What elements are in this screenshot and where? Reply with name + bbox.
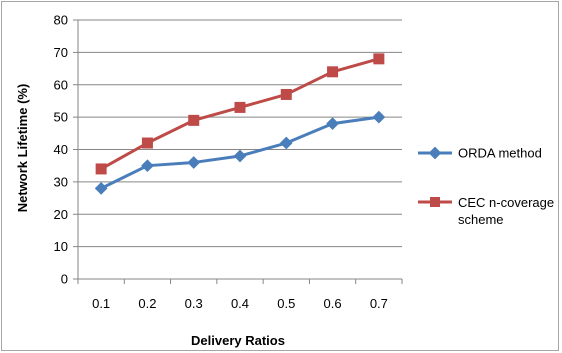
x-tick-label: 0.1 <box>92 296 110 311</box>
y-tick-label: 40 <box>54 142 68 157</box>
legend-item-cec: CEC n-coverage scheme <box>418 195 558 227</box>
legend-label-orda: ORDA method <box>458 146 542 161</box>
data-point <box>95 163 107 175</box>
data-point <box>373 53 385 65</box>
y-tick-label: 10 <box>54 239 68 254</box>
legend-marker-orda <box>428 146 442 160</box>
legend-item-orda: ORDA method <box>418 146 542 161</box>
data-point <box>187 156 201 169</box>
legend-label-cec-line-1: CEC n-coverage <box>458 195 554 210</box>
y-tick-label: 50 <box>54 110 68 125</box>
data-point <box>372 110 386 124</box>
y-tick-label: 30 <box>54 174 68 189</box>
data-point <box>326 117 339 130</box>
axes <box>77 20 402 280</box>
series-0 <box>94 110 386 195</box>
data-point <box>234 101 246 113</box>
series-layer <box>94 53 386 195</box>
x-axis-title: Delivery Ratios <box>191 333 285 348</box>
data-point <box>327 66 339 78</box>
x-tick-label: 0.2 <box>138 296 156 311</box>
data-point <box>233 149 247 163</box>
legend: ORDA method CEC n-coverage scheme <box>418 146 558 227</box>
x-axis-ticks: 0.1 0.2 0.3 0.4 0.5 0.6 0.7 <box>77 279 403 311</box>
y-tick-label: 60 <box>54 77 68 92</box>
y-axis-title: Network Lifetime (%) <box>15 84 30 213</box>
data-point <box>279 136 293 150</box>
legend-label-cec: CEC n-coverage scheme <box>458 195 558 227</box>
data-point <box>188 114 200 126</box>
y-axis-ticks: 0 10 20 30 40 50 60 70 80 <box>54 13 78 287</box>
gridlines <box>78 19 402 248</box>
y-tick-label: 80 <box>54 13 68 28</box>
y-tick-label: 0 <box>61 272 68 287</box>
x-tick-label: 0.3 <box>185 296 203 311</box>
x-tick-label: 0.4 <box>231 296 249 311</box>
x-tick-label: 0.5 <box>277 296 295 311</box>
series-1 <box>95 53 385 175</box>
data-point <box>141 159 154 173</box>
legend-marker-cec <box>430 197 440 207</box>
x-tick-label: 0.6 <box>324 296 342 311</box>
data-point <box>141 137 153 149</box>
y-tick-label: 20 <box>54 207 68 222</box>
legend-label-cec-line-2: scheme <box>458 212 504 227</box>
data-point <box>280 88 292 100</box>
y-tick-label: 70 <box>54 45 68 60</box>
data-point <box>94 181 108 195</box>
x-tick-label: 0.7 <box>370 296 388 311</box>
